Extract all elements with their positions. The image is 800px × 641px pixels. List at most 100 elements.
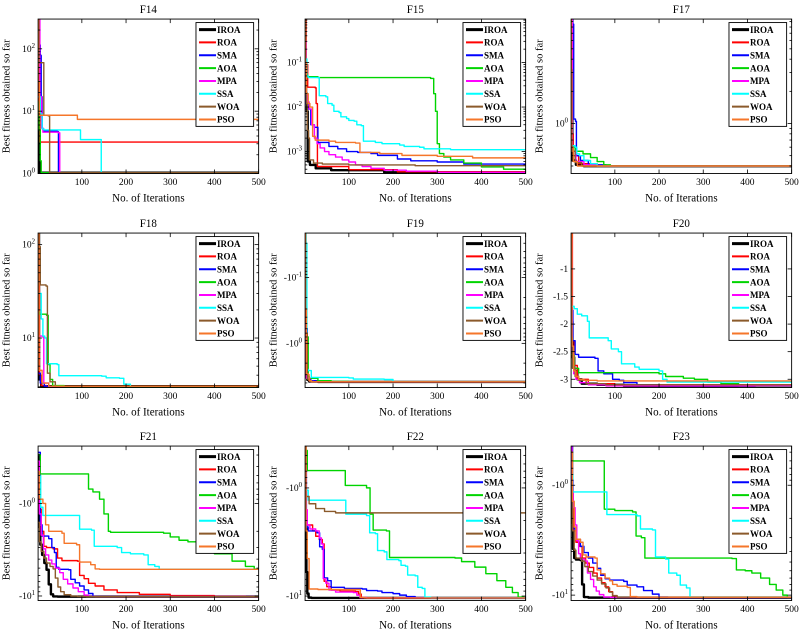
legend-label: WOA <box>750 315 773 325</box>
legend-label: IROA <box>484 238 508 248</box>
x-tick-label: 100 <box>75 392 90 402</box>
x-tick-label: 300 <box>696 178 711 188</box>
x-tick-label: 500 <box>518 178 533 188</box>
legend-box <box>195 449 255 555</box>
plot-F15: 100 200 300 400 500 10-3 10-2 10-1 F15 No. of Ite… <box>266 0 534 214</box>
legend-box <box>195 22 255 127</box>
legend-label: SSA <box>484 516 501 526</box>
x-tick-label: 400 <box>474 605 489 615</box>
x-tick-label: 300 <box>430 392 445 402</box>
plot-F20: 100 200 300 400 500 -1 -1.5 -2 -2.5 -3 F20 No. of I… <box>533 213 800 428</box>
series-layer <box>571 19 792 168</box>
plot-F14: 100 200 300 400 500 100 101 102 F14 No. of Iterat… <box>0 0 267 214</box>
y-tick-label: 100 <box>555 117 569 129</box>
legend-label: MPA <box>484 76 504 86</box>
chart-title: F20 <box>673 218 691 230</box>
line-WOA <box>571 336 792 386</box>
legend-label: SMA <box>217 478 238 488</box>
y-tick-label: -101 <box>286 590 302 602</box>
ticks <box>304 232 526 388</box>
legend: IROA ROA SMA AOA MPA SSA WOA PSO <box>195 22 255 127</box>
x-tick-label: 300 <box>430 178 445 188</box>
x-tick-label: 100 <box>341 178 356 188</box>
plot-F22: 100 200 300 400 500 -100 -101 F22 No. of Iterati… <box>266 427 534 641</box>
legend-label: SSA <box>217 303 234 313</box>
legend-label: IROA <box>750 452 774 462</box>
legend-label: SMA <box>484 264 505 274</box>
axes-box <box>304 18 526 174</box>
line-MPA <box>304 40 526 174</box>
x-tick-label: 300 <box>163 605 178 615</box>
x-tick-label: 400 <box>741 605 756 615</box>
x-tick-label: 500 <box>785 392 800 402</box>
x-axis-label: No. of Iterations <box>379 193 451 205</box>
line-MPA <box>571 446 792 599</box>
plot-F17: 100 200 300 400 500 100 F17 No. of Iterations Be… <box>533 0 800 214</box>
legend: IROA ROA SMA AOA MPA SSA WOA PSO <box>195 235 255 341</box>
ticks <box>38 232 260 388</box>
legend-label: WOA <box>750 102 773 112</box>
legend-label: IROA <box>484 452 508 462</box>
chart-F22: 100 200 300 400 500 -100 -101 F22 No. of Iterati… <box>266 427 534 641</box>
chart-title: F15 <box>406 4 424 16</box>
y-axis-label: Best fitness obtained so far <box>2 252 13 366</box>
chart-title: F19 <box>406 218 424 230</box>
legend-box <box>728 22 788 127</box>
legend-label: PSO <box>750 115 768 125</box>
line-SSA <box>38 292 259 387</box>
line-WOA <box>571 484 792 599</box>
x-axis-label: No. of Iterations <box>112 406 184 418</box>
x-tick-label: 100 <box>341 392 356 402</box>
x-tick-label: 200 <box>119 605 134 615</box>
legend-label: SMA <box>750 478 771 488</box>
chart-F21: 100 200 300 400 500 -100 -101 F21 No. of Iterati… <box>0 427 267 641</box>
legend-label: AOA <box>484 63 505 73</box>
legend-label: MPA <box>217 76 237 86</box>
legend-label: SSA <box>750 303 767 313</box>
line-SSA <box>571 305 792 383</box>
legend-label: AOA <box>484 491 505 501</box>
series-layer <box>304 19 526 174</box>
legend-label: ROA <box>217 38 238 48</box>
y-axis-label: Best fitness obtained so far <box>268 252 279 366</box>
y-tick-label: -101 <box>552 589 568 601</box>
x-tick-label: 200 <box>652 605 667 615</box>
x-axis-label: No. of Iterations <box>112 620 184 632</box>
line-SSA <box>38 475 259 571</box>
legend: IROA ROA SMA AOA MPA SSA WOA PSO <box>728 22 788 127</box>
x-tick-label: 400 <box>741 392 756 402</box>
x-tick-label: 500 <box>251 605 266 615</box>
line-PSO <box>38 470 259 571</box>
legend-label: WOA <box>750 529 773 539</box>
legend-label: AOA <box>750 491 771 501</box>
line-SMA <box>304 58 526 165</box>
legend-label: ROA <box>484 38 505 48</box>
legend-label: ROA <box>484 251 505 261</box>
y-tick-label: 10-1 <box>287 57 302 69</box>
x-tick-label: 200 <box>652 178 667 188</box>
legend-label: MPA <box>484 290 504 300</box>
y-axis-label: Best fitness obtained so far <box>268 39 279 153</box>
legend-label: AOA <box>750 277 771 287</box>
series-layer <box>571 446 792 600</box>
plot-F18: 100 200 300 400 500 101 102 F18 No. of Iteration… <box>0 213 267 428</box>
series-layer <box>38 451 259 599</box>
legend: IROA ROA SMA AOA MPA SSA WOA PSO <box>462 449 521 555</box>
legend-label: AOA <box>217 63 238 73</box>
line-PSO <box>38 232 259 387</box>
y-tick-label: -100 <box>19 498 36 510</box>
legend-label: SSA <box>750 516 767 526</box>
x-tick-label: 400 <box>207 605 222 615</box>
y-tick-label: -100 <box>286 482 303 494</box>
legend: IROA ROA SMA AOA MPA SSA WOA PSO <box>728 449 788 555</box>
legend-label: ROA <box>217 465 238 475</box>
legend-label: SSA <box>484 303 501 313</box>
line-AOA <box>38 454 259 570</box>
chart-title: F22 <box>406 431 423 443</box>
x-tick-label: 400 <box>207 178 222 188</box>
legend-label: PSO <box>750 328 768 338</box>
legend-label: WOA <box>484 102 507 112</box>
legend-label: MPA <box>484 503 504 513</box>
y-tick-label: -2 <box>560 320 568 330</box>
